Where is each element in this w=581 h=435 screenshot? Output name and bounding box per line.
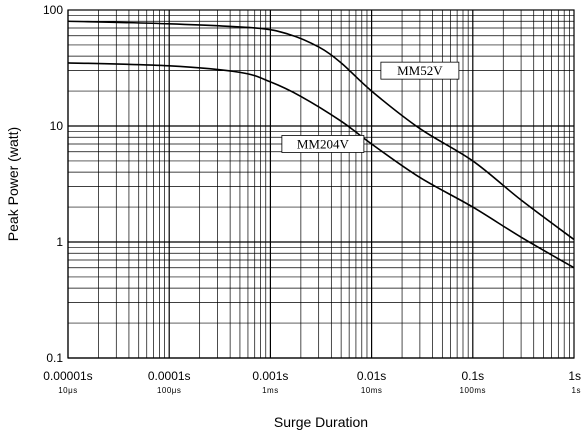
x-tick-sublabel: 10μs <box>58 386 78 395</box>
x-tick-labels: 0.00001s 10μs 0.0001s 100μs 0.001s 1ms 0.01s 10… <box>43 369 581 395</box>
series-layer <box>67 20 575 269</box>
curve-label-box-mm204v <box>281 135 365 153</box>
y-axis-title: Peak Power (watt) <box>5 127 21 241</box>
x-tick-label: 1s <box>568 369 581 383</box>
series-line-mm204v <box>67 62 575 269</box>
plot-frame <box>67 9 575 359</box>
y-tick-label: 10 <box>50 119 64 133</box>
curve-label-mm52v: MM52V <box>397 63 443 78</box>
curve-label-box-mm52v <box>380 61 460 80</box>
series-line-mm52v <box>67 20 575 241</box>
y-tick-label: 0.1 <box>46 351 63 365</box>
x-tick-sublabel: 10ms <box>361 386 383 395</box>
y-tick-label: 1 <box>56 235 63 249</box>
curve-label-layer: MM52V MM204V <box>281 61 460 153</box>
x-axis-title: Surge Duration <box>274 414 368 430</box>
x-tick-sublabel: 100ms <box>460 386 487 395</box>
x-tick-sublabel: 1s <box>572 386 581 395</box>
y-tick-label: 100 <box>43 3 63 17</box>
x-tick-label: 0.1s <box>461 369 484 383</box>
x-tick-label: 0.001s <box>252 369 288 383</box>
y-tick-labels: 100 10 1 0.1 <box>43 3 63 365</box>
curve-label-mm204v: MM204V <box>297 136 350 151</box>
grid-major <box>67 10 574 359</box>
x-tick-label: 0.0001s <box>148 369 191 383</box>
x-tick-label: 0.00001s <box>43 369 92 383</box>
x-tick-label: 0.01s <box>357 369 386 383</box>
x-tick-sublabel: 100μs <box>157 386 181 395</box>
grid-minor <box>68 10 574 358</box>
x-tick-sublabel: 1ms <box>262 386 279 395</box>
